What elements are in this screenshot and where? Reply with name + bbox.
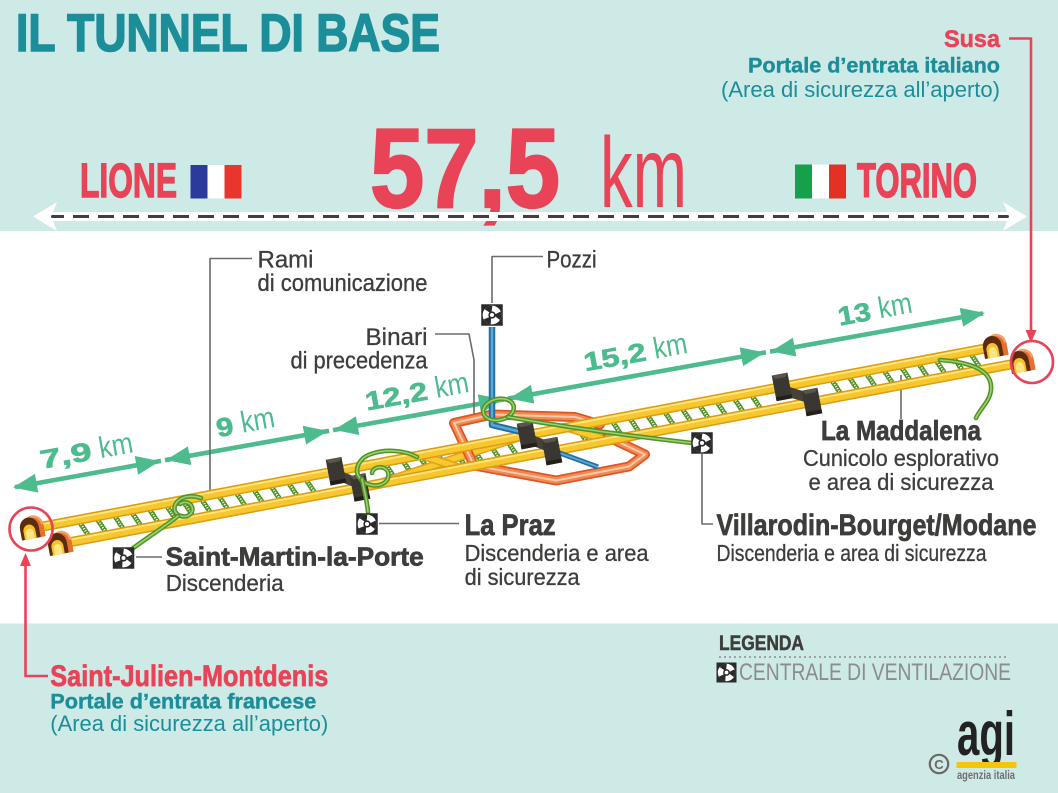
svg-text:Susa: Susa xyxy=(944,26,1001,53)
svg-text:km: km xyxy=(651,327,690,365)
svg-text:Portale d’entrata francese: Portale d’entrata francese xyxy=(50,690,316,714)
svg-text:km: km xyxy=(432,366,471,404)
svg-text:km: km xyxy=(600,117,687,229)
svg-text:Binari: Binari xyxy=(366,324,428,351)
svg-text:km: km xyxy=(875,287,914,325)
svg-text:IL TUNNEL DI BASE: IL TUNNEL DI BASE xyxy=(16,4,440,63)
svg-text:LIONE: LIONE xyxy=(80,155,177,208)
svg-text:Villarodin-Bourget/Modane: Villarodin-Bourget/Modane xyxy=(717,509,1037,542)
svg-text:km: km xyxy=(96,427,135,465)
svg-text:e area di sicurezza: e area di sicurezza xyxy=(809,469,994,495)
svg-text:km: km xyxy=(238,401,277,439)
svg-text:agenzia italia: agenzia italia xyxy=(957,768,1015,782)
svg-text:Cunicolo esplorativo: Cunicolo esplorativo xyxy=(803,445,999,471)
svg-text:Discenderia e area: Discenderia e area xyxy=(465,540,649,566)
svg-text:(Area di sicurezza all’aperto): (Area di sicurezza all’aperto) xyxy=(50,711,328,736)
svg-text:Saint-Martin-la-Porte: Saint-Martin-la-Porte xyxy=(166,542,424,572)
svg-text:C: C xyxy=(934,757,944,772)
svg-text:La Maddalena: La Maddalena xyxy=(821,415,981,446)
svg-text:Rami: Rami xyxy=(258,247,314,274)
svg-text:Saint-Julien-Montdenis: Saint-Julien-Montdenis xyxy=(50,660,328,693)
svg-text:La Praz: La Praz xyxy=(465,509,556,542)
svg-text:Pozzi: Pozzi xyxy=(547,247,597,274)
svg-text:13: 13 xyxy=(835,296,873,331)
svg-text:di sicurezza: di sicurezza xyxy=(465,564,580,590)
svg-text:di comunicazione: di comunicazione xyxy=(258,270,428,297)
svg-text:Discenderia e area di sicurezz: Discenderia e area di sicurezza xyxy=(717,540,987,566)
svg-text:TORINO: TORINO xyxy=(857,155,977,208)
svg-text:LEGENDA: LEGENDA xyxy=(719,632,804,655)
svg-text:Portale d’entrata italiano: Portale d’entrata italiano xyxy=(748,54,1000,78)
svg-text:57,5: 57,5 xyxy=(370,106,560,231)
svg-text:Discenderia: Discenderia xyxy=(166,570,284,596)
svg-text:CENTRALE DI VENTILAZIONE: CENTRALE DI VENTILAZIONE xyxy=(739,659,1011,686)
svg-text:di precedenza: di precedenza xyxy=(291,348,429,375)
svg-text:(Area di sicurezza all’aperto): (Area di sicurezza all’aperto) xyxy=(721,77,1000,102)
svg-text:9: 9 xyxy=(214,411,236,444)
svg-text:agi: agi xyxy=(957,700,1015,769)
